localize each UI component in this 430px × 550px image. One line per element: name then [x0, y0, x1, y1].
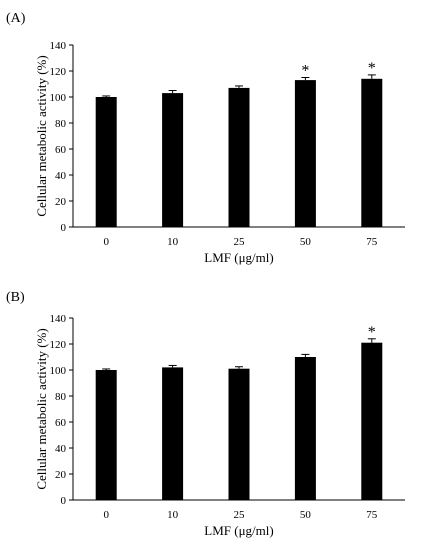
significance-marker: * [368, 60, 376, 77]
x-tick-label: 50 [300, 509, 312, 521]
x-tick-label: 0 [103, 509, 109, 521]
panel-label: (B) [6, 290, 25, 305]
panel-label: (A) [6, 11, 26, 26]
bar [162, 93, 184, 227]
bar [162, 367, 184, 500]
x-axis-label: LMF (μg/ml) [204, 250, 273, 265]
bar [294, 357, 316, 500]
y-tick-label: 140 [50, 313, 67, 325]
y-tick-label: 60 [55, 417, 67, 429]
y-tick-label: 0 [61, 495, 67, 507]
y-tick-label: 100 [50, 92, 67, 104]
significance-marker: * [301, 63, 309, 80]
bar [95, 97, 117, 227]
x-tick-label: 0 [103, 236, 109, 248]
x-tick-label: 75 [366, 236, 378, 248]
bar [361, 342, 383, 500]
bar [294, 80, 316, 227]
y-tick-label: 0 [61, 222, 67, 234]
chart-panel-b: (B) 0 20 40 60 80 100 120 140 0 10 25 50 75 * LMF (μg/m… [6, 290, 405, 538]
y-tick-label: 120 [50, 66, 67, 78]
y-tick-label: 120 [50, 339, 67, 351]
y-tick-label: 80 [55, 391, 67, 403]
chart-panel-a: (A) 0 20 40 60 80 100 120 140 0 10 25 50 * 75 * LMF (μg/… [6, 11, 405, 265]
y-tick-label: 80 [55, 118, 67, 130]
x-tick-label: 75 [366, 509, 378, 521]
bar [228, 368, 250, 500]
y-axis-label: Cellular metabolic activity (%) [34, 55, 49, 216]
y-tick-label: 140 [50, 40, 67, 52]
x-tick-label: 10 [167, 236, 179, 248]
x-tick-label: 10 [167, 509, 179, 521]
y-tick-label: 20 [55, 196, 67, 208]
y-tick-label: 40 [55, 170, 67, 182]
x-axis-label: LMF (μg/ml) [204, 523, 273, 538]
x-tick-label: 50 [300, 236, 312, 248]
bar [361, 78, 383, 227]
significance-marker: * [368, 324, 376, 341]
y-tick-label: 40 [55, 443, 67, 455]
y-tick-label: 20 [55, 469, 67, 481]
y-tick-label: 100 [50, 365, 67, 377]
bar [95, 370, 117, 500]
y-axis-label: Cellular metabolic activity (%) [34, 328, 49, 489]
x-tick-label: 25 [234, 509, 246, 521]
y-tick-label: 60 [55, 144, 67, 156]
x-tick-label: 25 [234, 236, 246, 248]
bar [228, 87, 250, 228]
